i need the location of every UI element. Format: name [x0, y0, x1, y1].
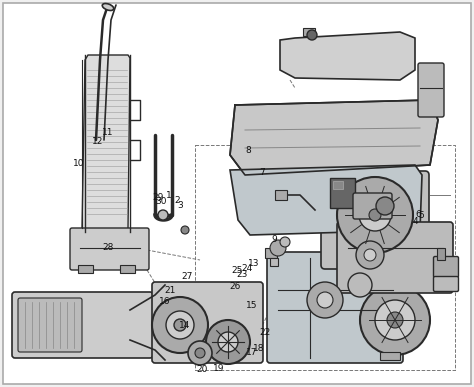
FancyBboxPatch shape [18, 298, 82, 352]
Text: 28: 28 [102, 243, 114, 252]
Circle shape [369, 209, 381, 221]
Text: 26: 26 [229, 282, 240, 291]
Text: 10: 10 [73, 159, 84, 168]
Bar [437, 248, 445, 260]
Circle shape [280, 237, 290, 247]
Text: 6: 6 [415, 210, 421, 219]
Polygon shape [230, 100, 438, 175]
Circle shape [356, 241, 384, 269]
Bar [303, 28, 315, 36]
Text: 21: 21 [164, 286, 175, 295]
Text: 4: 4 [412, 217, 418, 226]
Text: 19: 19 [213, 364, 225, 373]
Circle shape [360, 285, 430, 355]
Polygon shape [280, 32, 415, 80]
Text: 29: 29 [152, 193, 164, 202]
Ellipse shape [102, 3, 114, 10]
Text: 23: 23 [236, 270, 247, 279]
Text: 30: 30 [155, 197, 167, 206]
Text: 5: 5 [418, 211, 424, 221]
Circle shape [359, 199, 391, 231]
FancyBboxPatch shape [321, 171, 429, 269]
Circle shape [317, 292, 333, 308]
Bar [330, 178, 355, 208]
Circle shape [270, 240, 286, 256]
Polygon shape [230, 165, 422, 235]
Text: 9: 9 [271, 235, 277, 244]
Polygon shape [82, 55, 130, 232]
Text: 1: 1 [166, 191, 172, 200]
Text: 18: 18 [253, 344, 264, 353]
Circle shape [174, 319, 186, 331]
FancyBboxPatch shape [434, 257, 458, 277]
Text: 27: 27 [182, 272, 193, 281]
Text: 17: 17 [246, 348, 257, 357]
Text: 20: 20 [197, 365, 208, 374]
Text: 14: 14 [179, 320, 191, 330]
FancyBboxPatch shape [152, 282, 263, 363]
FancyBboxPatch shape [353, 193, 392, 219]
Text: 12: 12 [91, 137, 103, 146]
Circle shape [337, 177, 413, 253]
FancyBboxPatch shape [418, 63, 444, 117]
Circle shape [188, 341, 212, 365]
Circle shape [387, 312, 403, 328]
Bar [380, 352, 400, 360]
Bar [265, 248, 277, 258]
FancyBboxPatch shape [267, 252, 403, 363]
Text: 25: 25 [231, 266, 243, 276]
Circle shape [218, 332, 238, 352]
Bar [78, 265, 93, 273]
Text: 15: 15 [246, 301, 257, 310]
Bar [270, 258, 278, 266]
Circle shape [348, 273, 372, 297]
Circle shape [307, 30, 317, 40]
FancyBboxPatch shape [12, 292, 153, 358]
Circle shape [181, 226, 189, 234]
Circle shape [364, 249, 376, 261]
FancyBboxPatch shape [337, 222, 453, 293]
Bar [333, 181, 343, 189]
Text: 8: 8 [245, 146, 251, 156]
Bar [120, 265, 135, 273]
Circle shape [206, 320, 250, 364]
Circle shape [195, 348, 205, 358]
Text: 7: 7 [259, 168, 264, 177]
Text: 2: 2 [174, 196, 180, 205]
Bar [275, 190, 287, 200]
Circle shape [166, 311, 194, 339]
FancyBboxPatch shape [70, 228, 149, 270]
Text: 16: 16 [159, 297, 171, 307]
Circle shape [376, 197, 394, 215]
Text: 3: 3 [177, 200, 183, 210]
Circle shape [375, 300, 415, 340]
Text: 22: 22 [259, 328, 270, 337]
Text: 11: 11 [102, 128, 114, 137]
Text: 13: 13 [248, 259, 260, 268]
Circle shape [158, 210, 168, 220]
FancyBboxPatch shape [434, 276, 458, 291]
Text: 24: 24 [242, 264, 253, 274]
Circle shape [152, 297, 208, 353]
Circle shape [307, 282, 343, 318]
